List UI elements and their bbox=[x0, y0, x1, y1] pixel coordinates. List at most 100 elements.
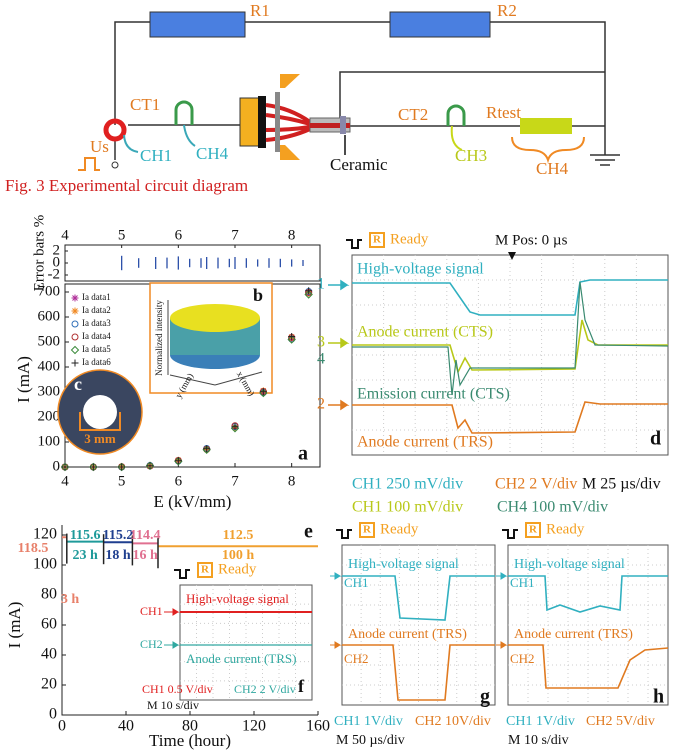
channel-marker: CH2 bbox=[140, 637, 163, 651]
electrode bbox=[280, 145, 300, 160]
value-label: 118.5 bbox=[18, 541, 49, 556]
y-tick-label: 400 bbox=[38, 358, 61, 374]
y-tick-label: 60 bbox=[41, 616, 57, 633]
status-label: Ready bbox=[218, 561, 257, 577]
trace-label: Anode current (TRS) bbox=[186, 651, 296, 666]
x-tick-label: 6 bbox=[175, 227, 183, 243]
x-axis-title: Time (hour) bbox=[149, 731, 231, 750]
value-label: 114.4 bbox=[130, 528, 161, 543]
trigger-icon bbox=[336, 530, 352, 538]
panel-label: g bbox=[480, 686, 490, 708]
legend-label: Ia data2 bbox=[82, 305, 111, 315]
duration-label: 23 h bbox=[73, 548, 99, 563]
ready-icon-letter: R bbox=[529, 524, 538, 536]
scale-label: CH1 1V/div bbox=[506, 714, 575, 729]
y-tick-label: 0 bbox=[53, 458, 61, 474]
circuit-label: R2 bbox=[497, 1, 517, 20]
caption: Fig. 3 Experimental circuit diagram bbox=[5, 176, 248, 195]
scale-label: CH2 5V/div bbox=[586, 714, 655, 729]
y-tick-label: 20 bbox=[41, 676, 57, 693]
data-point bbox=[72, 347, 79, 354]
scale-label: M 10 s/div bbox=[147, 698, 199, 712]
panel-label: f bbox=[298, 676, 305, 696]
inset-axis-title: Normalized intensity bbox=[154, 300, 164, 376]
x-tick-label: 5 bbox=[118, 473, 126, 489]
channel-marker: 1 bbox=[317, 276, 325, 293]
electrode bbox=[258, 96, 266, 148]
circuit-label: CT2 bbox=[398, 105, 428, 124]
panel-label: c bbox=[74, 374, 82, 394]
emitter bbox=[266, 105, 310, 140]
channel-marker: 4 bbox=[317, 351, 325, 368]
circuit-label: CH4 bbox=[536, 159, 569, 178]
trigger-icon bbox=[174, 570, 190, 578]
data-point bbox=[72, 360, 79, 367]
brace bbox=[512, 137, 584, 160]
x-tick-label: 0 bbox=[58, 718, 66, 735]
legend-label: Ia data6 bbox=[82, 357, 111, 367]
circuit-label: Ceramic bbox=[330, 155, 388, 174]
ready-icon-letter: R bbox=[363, 524, 372, 536]
circuit-label: Us bbox=[90, 137, 109, 156]
channel-arrow bbox=[328, 281, 347, 289]
intensity-surface bbox=[170, 304, 260, 332]
channel-arrow bbox=[328, 339, 347, 347]
channel-marker: CH2 bbox=[344, 651, 369, 666]
circuit-label: CH4 bbox=[196, 144, 229, 163]
y-tick-label: 100 bbox=[38, 433, 61, 449]
x-tick-label: 120 bbox=[242, 718, 266, 735]
status-label: Ready bbox=[546, 521, 585, 537]
scale-label: M 25 µs/div bbox=[582, 476, 661, 493]
wire bbox=[340, 72, 605, 120]
terminal bbox=[112, 162, 118, 168]
y-tick-label: 200 bbox=[38, 408, 61, 424]
figure: R1R2CT1CT2UsCH1CH4CeramicRtestCH3CH4Fig.… bbox=[0, 0, 675, 751]
current-transformer bbox=[448, 106, 464, 126]
scale-label: CH1 1V/div bbox=[334, 714, 403, 729]
x-tick-label: 6 bbox=[175, 473, 183, 489]
scale-label: CH1 100 mV/div bbox=[352, 499, 463, 516]
scale-label: CH2 10V/div bbox=[415, 714, 491, 729]
ready-icon-letter: R bbox=[201, 564, 210, 576]
channel-marker: 2 bbox=[317, 396, 325, 413]
legend-label: Ia data5 bbox=[82, 344, 111, 354]
scale-label: M 50 µs/div bbox=[336, 733, 405, 748]
duration-label: 18 h bbox=[105, 548, 131, 563]
y-tick-label: 0 bbox=[49, 706, 57, 723]
y-axis-title: I (mA) bbox=[5, 602, 24, 649]
scale-label: 3 mm bbox=[84, 431, 116, 446]
data-point bbox=[72, 295, 79, 302]
cable bbox=[124, 135, 138, 152]
x-tick-label: 40 bbox=[118, 718, 134, 735]
scale-label: M 10 s/div bbox=[508, 733, 569, 748]
trace-label: Anode current (TRS) bbox=[514, 627, 633, 642]
value-label: 115.6 bbox=[70, 528, 101, 543]
panel-label: d bbox=[650, 428, 661, 450]
panel-label: a bbox=[298, 443, 308, 465]
pulse-icon bbox=[78, 158, 100, 170]
gate bbox=[275, 92, 280, 152]
y-axis-title: I (mA) bbox=[14, 356, 33, 403]
scale-label: CH2 2 V/div bbox=[495, 476, 577, 493]
scale-label: CH2 2 V/div bbox=[234, 682, 296, 696]
ready-icon-letter: R bbox=[373, 234, 382, 246]
duration-label: 3 h bbox=[61, 592, 80, 607]
legend-label: Ia data1 bbox=[82, 292, 111, 302]
data-point bbox=[72, 308, 79, 315]
x-tick-label: 8 bbox=[288, 227, 296, 243]
x-tick-label: 160 bbox=[306, 718, 330, 735]
trace-label: Anode current (CTS) bbox=[357, 324, 493, 341]
data-point bbox=[72, 321, 78, 327]
trace-label: High-voltage signal bbox=[357, 261, 484, 278]
channel-arrow bbox=[164, 642, 178, 648]
channel-arrow bbox=[164, 609, 178, 615]
emission-spot bbox=[83, 395, 117, 429]
plot-frame bbox=[65, 245, 320, 281]
trace-label: High-voltage signal bbox=[348, 557, 459, 572]
channel-marker: CH2 bbox=[510, 651, 535, 666]
channel-marker: 3 bbox=[317, 334, 325, 351]
channel-arrow bbox=[496, 642, 506, 648]
x-axis-title: E (kV/mm) bbox=[154, 492, 232, 511]
position-label: M Pos: 0 µs bbox=[495, 232, 568, 248]
